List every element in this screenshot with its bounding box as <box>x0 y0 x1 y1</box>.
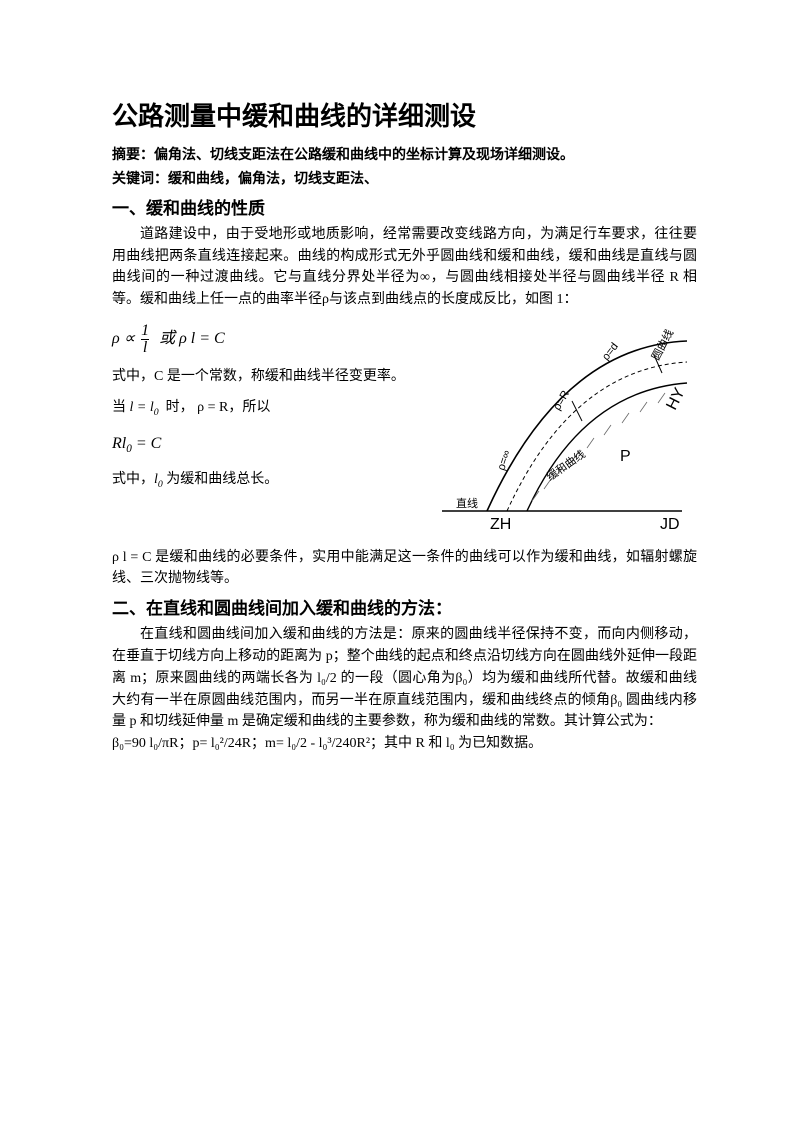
section-1-para-5: ρ l = C 是缓和曲线的必要条件，实用中能满足这一条件的曲线可以作为缓和曲线… <box>112 547 697 590</box>
label-circular-curve: 圆曲线 <box>648 326 676 362</box>
section-1-para-4: 式中，l0 为缓和曲线总长。 <box>112 469 432 492</box>
fraction-numerator: 1 <box>141 323 149 339</box>
formula-text: = C <box>132 435 161 452</box>
keywords-line: 关键词：缓和曲线，偏角法，切线支距法、 <box>112 168 697 190</box>
label-rho-inf: ρ=∞ <box>495 448 513 471</box>
label-rho-d: ρ=d <box>600 340 621 362</box>
text-part: 时， ρ = R，所以 <box>166 400 271 415</box>
section-1-para-2: 式中，C 是一个常数，称缓和曲线半径变更率。 <box>112 366 432 388</box>
section-2-formula-line: β₀=90 l₀/πR；p= l₀²/24R；m= l₀/2 - l₀³/240… <box>112 733 697 755</box>
section-1-heading: 一、缓和曲线的性质 <box>112 196 697 222</box>
section-1-para-3: 当 l = l0 时， ρ = R，所以 <box>112 397 432 420</box>
label-ZH: ZH <box>490 516 511 533</box>
section-1-para-1: 道路建设中，由于受地形或地质影响，经常需要改变线路方向，为满足行车要求，往往要用… <box>112 224 697 311</box>
text-part: 式中， <box>112 472 154 487</box>
label-rho-R: ρ=R <box>551 388 572 412</box>
formula-part: ρ ∝ <box>112 330 135 347</box>
math-inline: l = l0 <box>130 400 159 415</box>
label-JD: JD <box>660 516 680 533</box>
label-straight-line: 直线 <box>456 496 478 510</box>
formula-rho-prop: ρ ∝ 1 l 或 ρ l = C <box>112 323 432 356</box>
label-HY: HY <box>663 385 688 413</box>
page-root: 公路测量中缓和曲线的详细测设 摘要：偏角法、切线支距法在公路缓和曲线中的坐标计算… <box>0 0 793 1122</box>
formula-Rl0-C: Rl0 = C <box>112 432 432 459</box>
page-title: 公路测量中缓和曲线的详细测设 <box>112 96 697 136</box>
label-P: P <box>620 448 631 465</box>
formula-column: ρ ∝ 1 l 或 ρ l = C 式中，C 是一个常数，称缓和曲线半径变更率。… <box>112 311 432 492</box>
transition-curve-diagram: ZH JD P HY 直线 缓和曲线 圆曲线 ρ=d ρ=R ρ=∞ <box>432 311 692 541</box>
text-part: 为缓和曲线总长。 <box>163 472 279 487</box>
figure-and-formula-row: ρ ∝ 1 l 或 ρ l = C 式中，C 是一个常数，称缓和曲线半径变更率。… <box>112 311 697 541</box>
section-2-para-1: 在直线和圆曲线间加入缓和曲线的方法是：原来的圆曲线半径保持不变，而向内侧移动，在… <box>112 624 697 732</box>
figure-column: ZH JD P HY 直线 缓和曲线 圆曲线 ρ=d ρ=R ρ=∞ <box>432 311 697 541</box>
text-part: 当 <box>112 400 126 415</box>
formula-text: Rl <box>112 435 126 452</box>
fraction-denominator: l <box>141 339 149 356</box>
label-transition-curve: 缓和曲线 <box>544 447 588 484</box>
math-inline: l0 <box>154 472 163 487</box>
fraction-icon: 1 l <box>141 323 149 356</box>
abstract-line: 摘要：偏角法、切线支距法在公路缓和曲线中的坐标计算及现场详细测设。 <box>112 144 697 166</box>
section-2-heading: 二、在直线和圆曲线间加入缓和曲线的方法： <box>112 596 697 622</box>
formula-part: 或 ρ l = C <box>159 330 225 347</box>
